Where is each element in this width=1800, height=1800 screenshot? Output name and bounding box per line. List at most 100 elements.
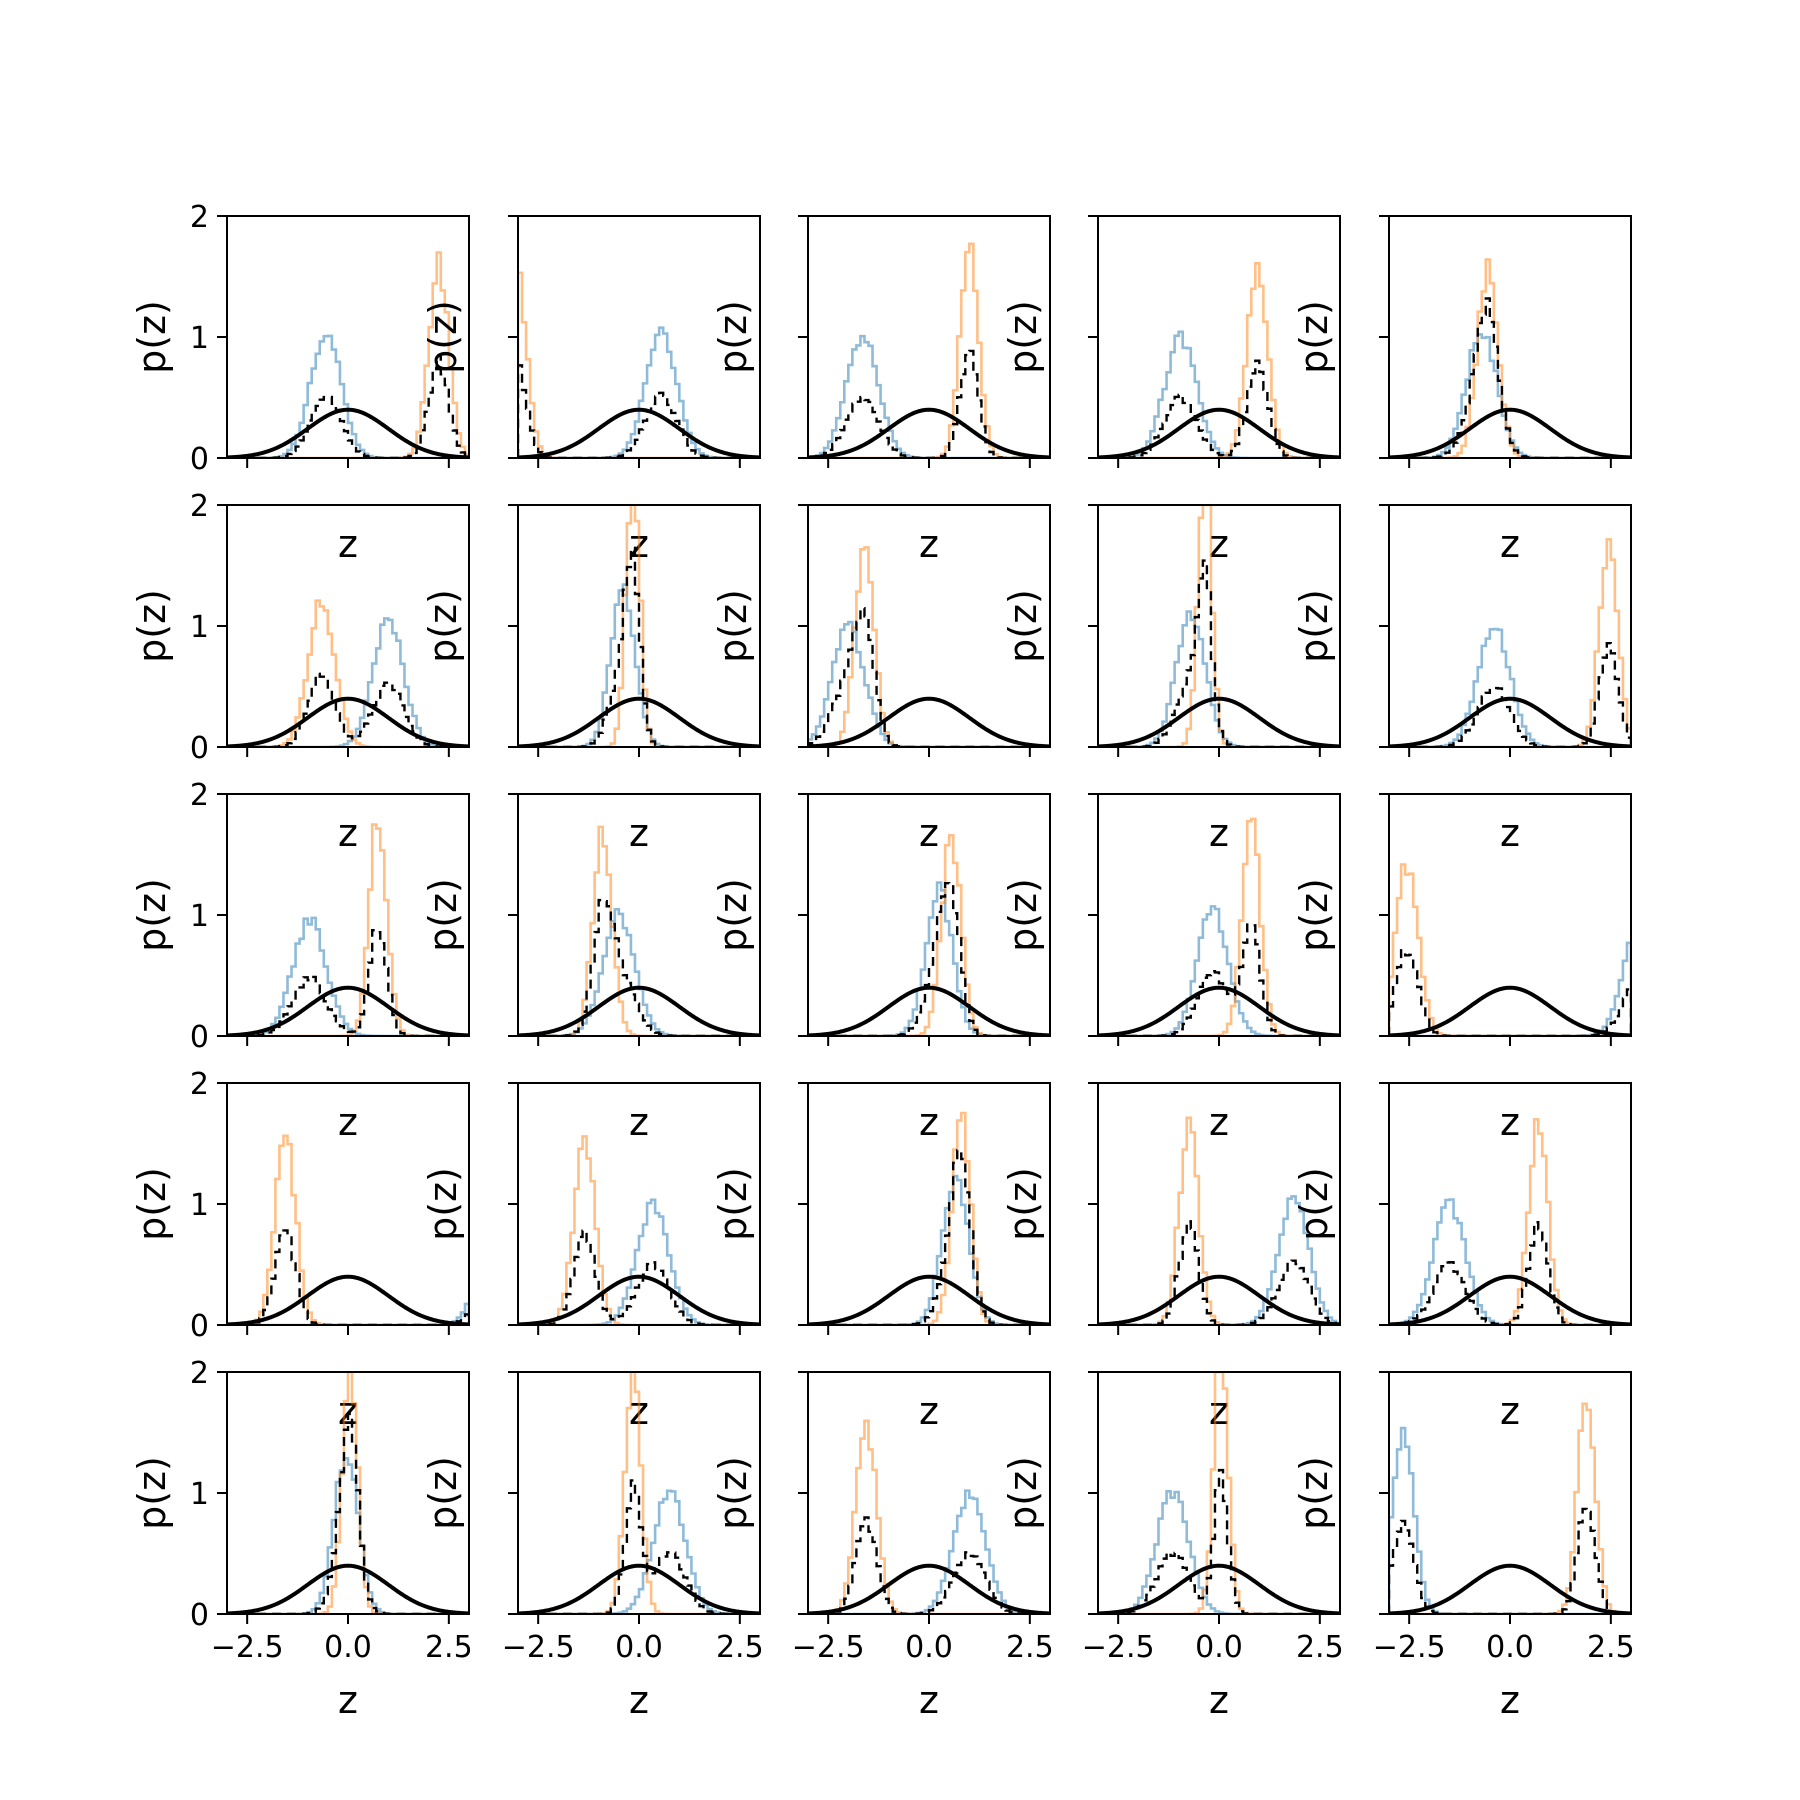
y-axis-label: p(z) [421,1167,465,1241]
y-axis-label: p(z) [1001,878,1045,952]
x-axis-label: z [338,811,358,855]
y-axis-label: p(z) [421,878,465,952]
histogram-mixture-dashed [227,672,469,747]
subplot-r0-c2: z p(z) [711,215,1051,566]
y-tick-label: 1 [190,321,209,356]
histogram-mixture-dashed [518,546,760,747]
y-tick-label: 1 [190,1188,209,1223]
subplot-r1-c1: z p(z) [421,504,761,855]
prior-gaussian-curve [808,407,1050,458]
prior-gaussian-curve [1389,1563,1631,1614]
plot-area [1098,1372,1340,1614]
y-tick-label: 2 [190,1356,209,1391]
prior-gaussian-curve [518,696,760,747]
subplot-r2-c4: z p(z) [1292,793,1632,1144]
subplot-r4-c2: −2.5 0.0 2.5 z p(z) [711,1371,1054,1722]
y-tick-label: 0 [190,1309,209,1344]
x-tick-label: 0.0 [905,1630,953,1665]
y-axis-label: p(z) [1292,300,1336,374]
x-tick-label: 0.0 [1486,1630,1534,1665]
x-axis-label: z [1500,1678,1520,1722]
prior-gaussian-curve [227,1563,469,1614]
histogram-mixture-dashed [1098,559,1340,747]
x-axis-label: z [1209,811,1229,855]
histogram-component-b [1389,538,1631,747]
subplot-r3-c2: z p(z) [711,1082,1051,1433]
x-axis-label: z [338,1678,358,1722]
plot-area [227,1372,469,1614]
y-axis-label: p(z) [1001,300,1045,374]
y-axis-label: p(z) [421,589,465,663]
y-tick-label: 1 [190,899,209,934]
prior-gaussian-curve [518,985,760,1036]
subplot-r0-c4: z p(z) [1292,215,1632,566]
y-axis-label: p(z) [130,589,174,663]
y-tick-label: 0 [190,731,209,766]
plot-area [1389,863,1631,1036]
plot-area [1389,258,1631,458]
y-tick-label: 0 [190,442,209,477]
prior-gaussian-curve [227,696,469,747]
y-axis-label: p(z) [421,300,465,374]
prior-gaussian-curve [1098,1563,1340,1614]
histogram-mixture-dashed [1098,359,1340,458]
x-tick-label: −2.5 [792,1630,865,1665]
plot-area [808,1419,1050,1614]
axes-frame [1388,215,1632,459]
subplot-r0-c3: z p(z) [1001,215,1341,566]
subplot-r3-c1: z p(z) [421,1082,761,1433]
x-tick-label: 0.0 [615,1630,663,1665]
y-tick-label: 2 [190,489,209,524]
x-tick-label: 2.5 [1006,1630,1054,1665]
y-tick-label: 0 [190,1020,209,1055]
subplot-r3-c3: z p(z) [1001,1082,1341,1433]
subplot-r4-c0: −2.5 0.0 2.5 0 1 2 z p(z) [130,1356,473,1722]
y-axis-label: p(z) [711,878,755,952]
x-tick-label: 2.5 [1587,1630,1635,1665]
y-axis-label: p(z) [130,878,174,952]
subplot-r0-c0: 0 1 2 z p(z) [130,200,470,566]
histogram-component-b [518,505,760,747]
prior-gaussian-curve [808,1274,1050,1325]
prior-gaussian-curve [808,1563,1050,1614]
histogram-component-a [1389,1198,1631,1325]
y-tick-label: 2 [190,778,209,813]
histogram-component-b [1389,863,1631,1036]
x-tick-label: 2.5 [716,1630,764,1665]
x-axis-label: z [338,522,358,566]
subplot-r4-c4: −2.5 0.0 2.5 z p(z) [1292,1371,1635,1722]
histogram-mixture-dashed [227,1412,469,1614]
subplot-r3-c0: 0 1 2 z p(z) [130,1067,470,1433]
histogram-component-a [227,1457,469,1614]
y-axis-label: p(z) [421,1456,465,1530]
histogram-component-a [1389,1426,1631,1614]
histogram-component-a [808,334,1050,458]
x-axis-label: z [1209,1100,1229,1144]
histogram-component-a [1098,330,1340,458]
histogram-component-a [808,1489,1050,1614]
x-tick-label: −2.5 [502,1630,575,1665]
y-axis-label: p(z) [711,300,755,374]
prior-gaussian-curve [1389,985,1631,1036]
subplot-grid: 012zp(z)zp(z)zp(z)zp(z)zp(z)012zp(z)zp(z… [130,200,1635,1722]
histogram-component-b [518,271,760,458]
prior-gaussian-curve [1098,696,1340,747]
y-axis-label: p(z) [711,1456,755,1530]
prior-gaussian-curve [227,985,469,1036]
x-axis-label: z [629,1100,649,1144]
plot-area [1389,538,1631,747]
prior-gaussian-curve [227,1274,469,1325]
plot-area [1389,1118,1631,1325]
subplot-r1-c4: z p(z) [1292,504,1632,855]
y-axis-label: p(z) [711,1167,755,1241]
x-axis-label: z [919,1678,939,1722]
subplot-r2-c3: z p(z) [1001,793,1341,1144]
x-axis-label: z [1500,811,1520,855]
subplot-r3-c4: z p(z) [1292,1082,1632,1433]
subplot-r2-c0: 0 1 2 z p(z) [130,778,470,1144]
prior-gaussian-curve [227,407,469,458]
histogram-mixture-dashed [227,929,469,1036]
subplot-r2-c2: z p(z) [711,793,1051,1144]
y-axis-label: p(z) [130,300,174,374]
